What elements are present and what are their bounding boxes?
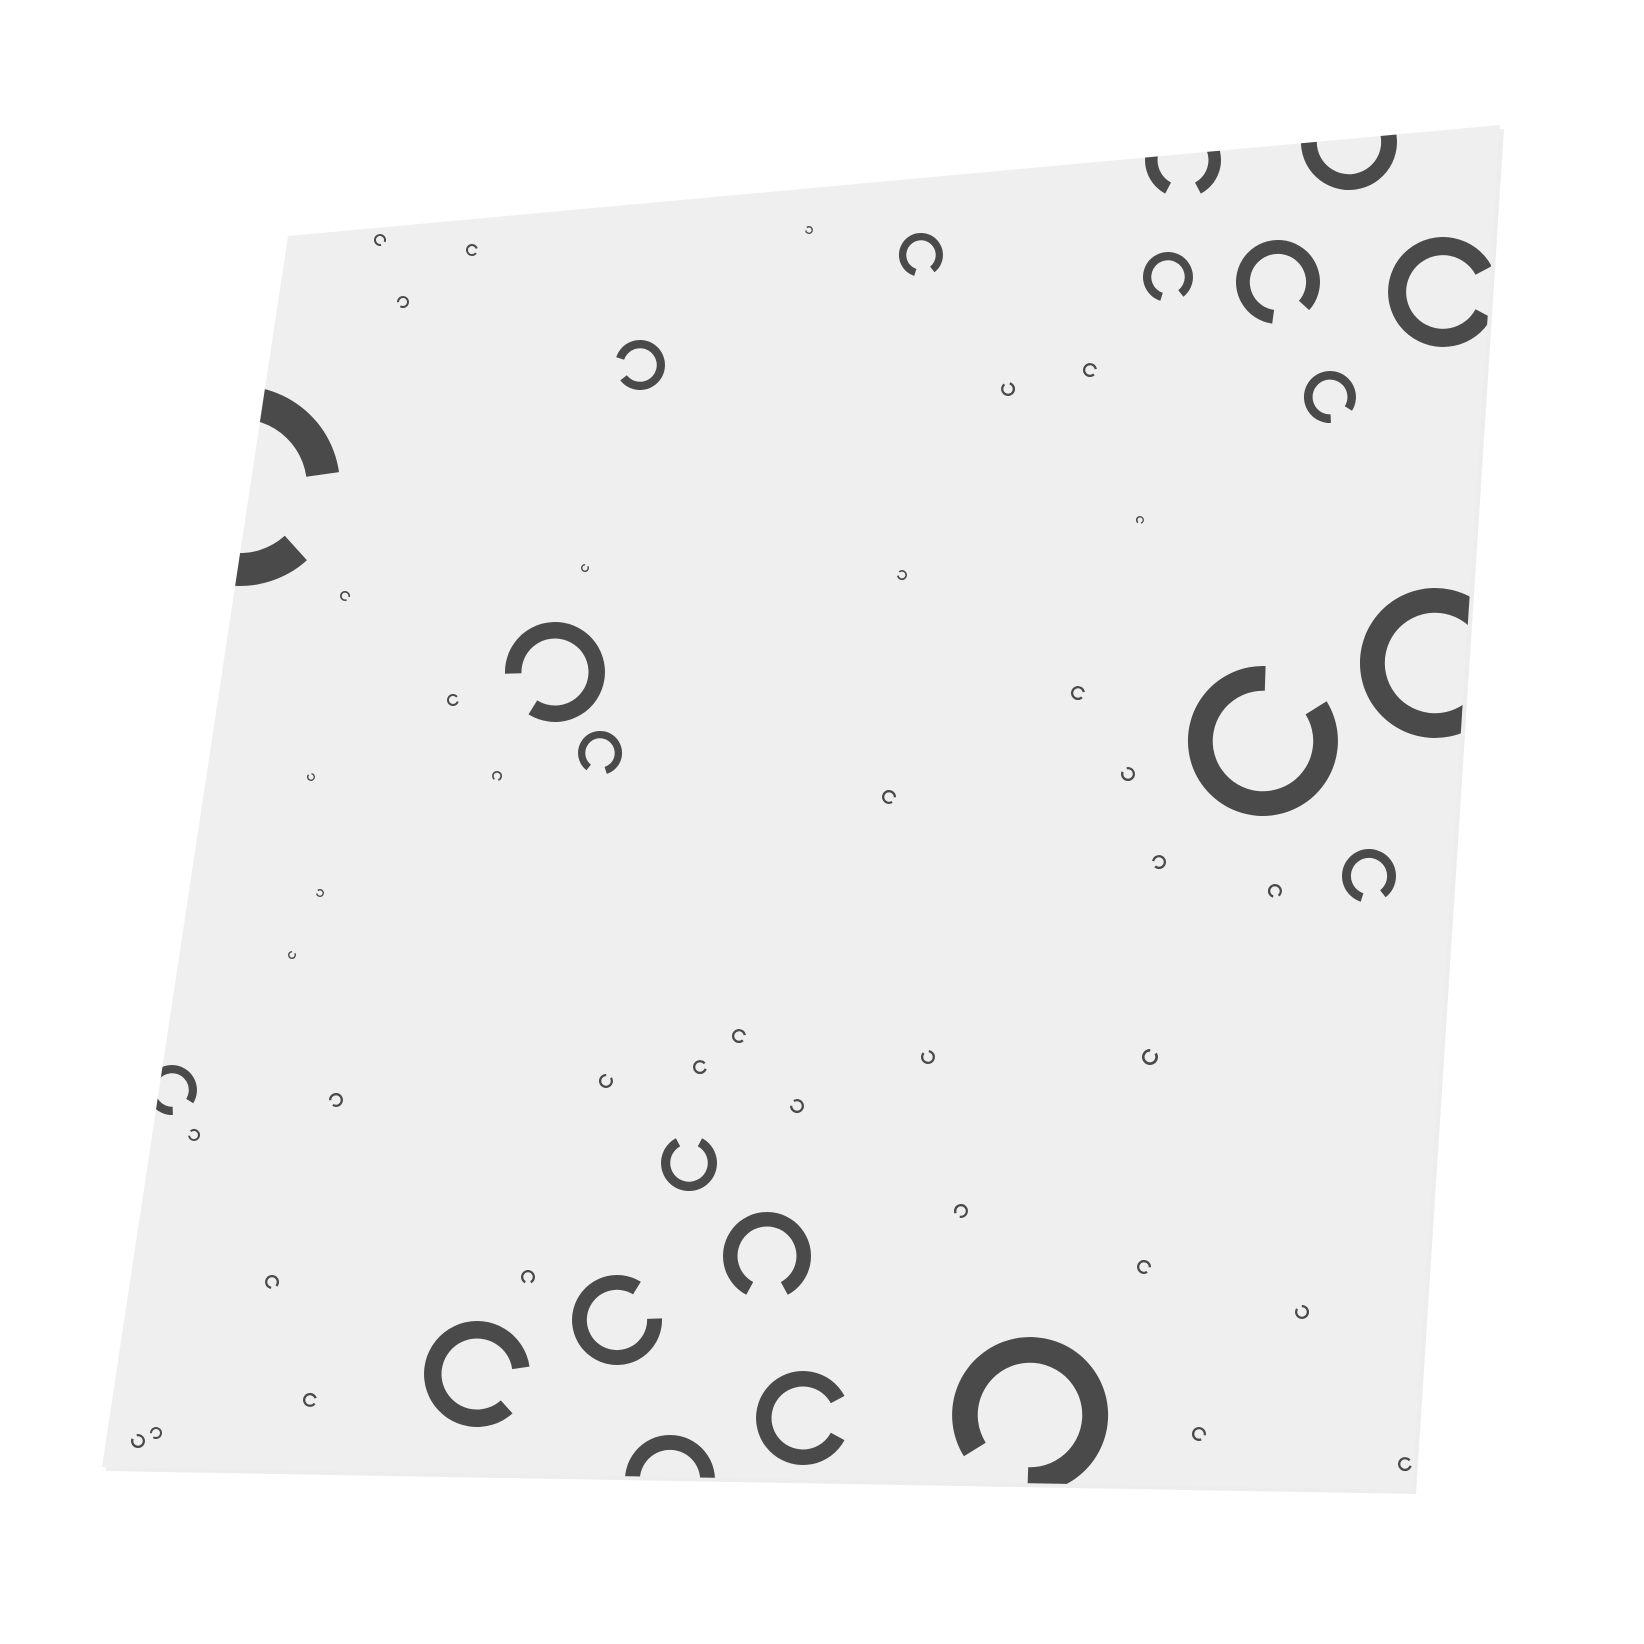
landolt-c-ring-icon [424, 1321, 530, 1428]
landolt-c-ring-icon [1135, 516, 1144, 524]
landolt-c-ring-icon [1137, 1259, 1152, 1274]
landolt-c-ring-icon [731, 1029, 746, 1044]
landolt-c-ring-icon [521, 1270, 535, 1284]
landolt-c-ring-icon [340, 590, 351, 601]
landolt-c-ring-icon [598, 1073, 613, 1088]
landolt-c-ring-icon [130, 1434, 145, 1449]
landolt-c-ring-icon [920, 1050, 935, 1065]
landolt-c-ring-icon [572, 1275, 663, 1366]
landolt-c-ring-icon [149, 1427, 162, 1440]
landolt-c-ring-icon [578, 730, 623, 774]
landolt-c-ring-icon [625, 1435, 715, 1490]
landolt-c-ring-icon [1295, 1304, 1310, 1319]
warped-sheet [102, 125, 1500, 1490]
landolt-c-ring-icon [616, 339, 665, 390]
landolt-c-ring-icon [897, 570, 907, 581]
landolt-c-ring-icon [188, 1128, 201, 1141]
landolt-c-ring-icon [446, 694, 459, 707]
landolt-c-ring-icon [756, 1371, 845, 1465]
landolt-c-ring-icon [1141, 1048, 1158, 1065]
landolt-c-ring-icon [1267, 884, 1282, 898]
landolt-c-ring-icon [396, 296, 409, 309]
landolt-c-ring-icon [287, 950, 296, 959]
ring-layer [130, 125, 1500, 1490]
landolt-c-ring-icon [265, 1274, 280, 1289]
landolt-c-ring-icon [1082, 363, 1097, 378]
landolt-c-ring-icon [882, 789, 897, 804]
landolt-c-ring-icon [1152, 855, 1167, 870]
landolt-c-ring-icon [306, 773, 315, 781]
landolt-c-ring-icon [898, 232, 943, 276]
landolt-c-ring-icon [1001, 382, 1016, 396]
landolt-c-ring-icon [953, 1203, 968, 1218]
landolt-c-ring-icon [374, 234, 387, 247]
landolt-c-ring-icon [1341, 849, 1396, 902]
landolt-c-ring-icon [1191, 1427, 1206, 1442]
landolt-c-ring-icon [952, 1337, 1109, 1490]
landolt-c-ring-icon [1398, 1457, 1412, 1472]
landolt-c-ring-icon [1300, 125, 1397, 190]
landolt-c-ring-icon [805, 225, 813, 234]
landolt-c-ring-icon [303, 1392, 317, 1407]
landolt-c-ring-icon [1187, 665, 1338, 816]
landolt-c-ring-icon [1303, 371, 1356, 424]
landolt-c-ring-icon [1120, 767, 1135, 782]
landolt-c-ring-icon [661, 1138, 717, 1192]
landolt-c-ring-icon [1070, 686, 1085, 701]
landolt-c-ring-icon [723, 1211, 812, 1295]
landolt-c-ring-icon [504, 621, 605, 722]
landolt-c-ring-icon [580, 563, 589, 572]
landolt-c-ring-icon [1142, 252, 1193, 301]
landolt-c-ring-icon [316, 888, 324, 897]
landolt-c-ring-icon [1388, 237, 1492, 347]
landolt-c-ring-icon [492, 771, 503, 781]
landolt-c-ring-icon [789, 1099, 804, 1114]
landolt-c-ring-icon [1235, 240, 1320, 324]
landolt-c-ring-icon [693, 1060, 707, 1075]
landolt-c-ring-icon [1359, 588, 1500, 738]
landolt-c-ring-icon [328, 1092, 343, 1107]
landolt-c-ring-icon [465, 243, 478, 256]
